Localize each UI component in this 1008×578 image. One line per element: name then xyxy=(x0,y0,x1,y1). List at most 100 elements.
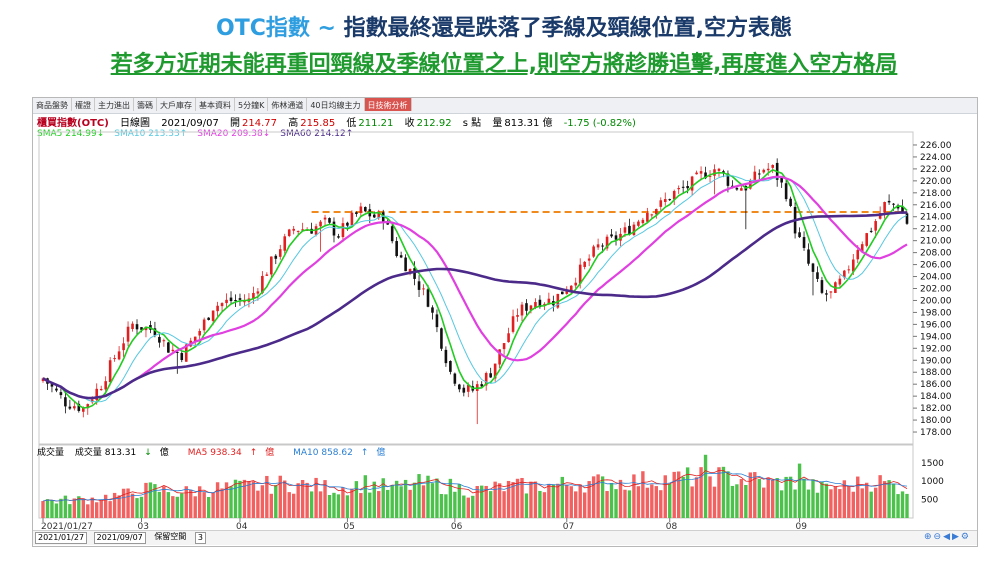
zoom-out-icon[interactable]: ⊖ xyxy=(933,532,944,542)
volume-bar xyxy=(838,489,842,518)
candle-body xyxy=(829,291,833,293)
scroll-left-icon[interactable]: ◀ xyxy=(943,532,952,542)
tab-6[interactable]: 5分鐘K xyxy=(235,98,269,111)
tab-0[interactable]: 商品盤勢 xyxy=(33,98,72,111)
candle-body xyxy=(90,399,94,403)
candle-body xyxy=(502,343,506,350)
volume-bar xyxy=(766,477,770,518)
volume-bar xyxy=(403,479,408,518)
candle-body xyxy=(614,235,618,240)
y-tick-label: 180.00 xyxy=(920,416,952,426)
candle-body xyxy=(802,237,806,248)
volume-bar xyxy=(341,487,345,518)
high-label: 高 xyxy=(288,118,299,129)
volume-bar xyxy=(189,489,193,518)
reserve-space-button[interactable]: 保留空間 xyxy=(154,532,187,541)
volume-bar xyxy=(497,483,502,518)
candle-body xyxy=(489,373,492,378)
volume-bar xyxy=(542,492,547,518)
open-label: 開 xyxy=(230,118,241,129)
zoom-in-icon[interactable]: ⊕ xyxy=(923,532,934,542)
volume-bar xyxy=(860,488,864,518)
candle-body xyxy=(256,291,260,294)
candle-body xyxy=(825,293,828,295)
volume-bar xyxy=(435,478,439,518)
volume-bar xyxy=(72,498,77,518)
volume-bar xyxy=(556,483,560,518)
candle-body xyxy=(851,259,855,272)
volume-bar xyxy=(157,491,162,518)
volume-bar xyxy=(596,474,600,518)
volume-ma5-value: MA5 938.34 xyxy=(187,448,242,458)
candle-body xyxy=(153,328,157,336)
volume-bar xyxy=(274,485,278,518)
tab-bar: 商品盤勢 權證 主力進出 籌碼 大戶庫存 基本資料 5分鐘K 佈林通道 40日均線主力 日技術分析 xyxy=(33,98,977,114)
quote-info-bar: 櫃買指數(OTC) 日線圖 2021/09/07 開 214.77 高 215.85… xyxy=(37,114,644,129)
candle-body xyxy=(328,218,331,223)
candle-body xyxy=(726,173,730,186)
tab-7[interactable]: 佈林通道 xyxy=(268,98,308,111)
volume-bar xyxy=(905,493,909,518)
volume-bar xyxy=(229,486,233,518)
volume-bar xyxy=(466,497,470,518)
volume-ma-line xyxy=(42,471,908,502)
volume-bar xyxy=(815,492,820,518)
candle-body xyxy=(444,349,448,364)
candle-body xyxy=(798,232,801,238)
volume-bar xyxy=(238,480,242,518)
x-tick-label: 05 xyxy=(343,522,354,530)
volume-bar xyxy=(632,474,636,518)
volume-bar xyxy=(645,487,650,518)
candle-body xyxy=(55,388,58,391)
volume-bar xyxy=(515,478,520,518)
candle-body xyxy=(453,373,457,384)
end-date-field[interactable]: 2021/09/07 xyxy=(93,532,146,544)
volume-legend: 成交量 成交量 813.31 ↓ 億 MA5 938.34 ↑ 億 MA10 858.6… xyxy=(37,445,401,458)
candle-body xyxy=(713,169,716,176)
tab-1[interactable]: 權證 xyxy=(72,98,95,111)
tab-3[interactable]: 籌碼 xyxy=(134,98,157,111)
volume-bar xyxy=(873,487,878,518)
volume-bar xyxy=(668,483,672,518)
volume-bar xyxy=(699,467,703,518)
candle-body xyxy=(220,303,224,307)
candle-body xyxy=(529,305,533,311)
unit-label: s 點 xyxy=(462,118,482,129)
volume-bar xyxy=(887,480,891,518)
page-subtitle: 若多方近期未能再重回頸線及季線位置之上,則空方將趁勝追擊,再度進入空方格局 xyxy=(110,52,898,77)
y-tick-label: 182.00 xyxy=(920,404,952,414)
y-tick-label: 202.00 xyxy=(920,285,952,295)
candle-body xyxy=(811,263,815,272)
settings-icon[interactable]: ⚙ xyxy=(960,532,971,542)
reserve-space-count[interactable]: 3 xyxy=(194,532,206,544)
y-tick-label: 220.00 xyxy=(920,177,952,187)
volume-bar xyxy=(386,489,390,518)
tab-8[interactable]: 40日均線主力 xyxy=(307,98,365,111)
volume-bar xyxy=(256,490,260,518)
scroll-right-icon[interactable]: ▶ xyxy=(952,532,961,542)
candle-body xyxy=(784,183,788,200)
tab-2[interactable]: 主力進出 xyxy=(95,98,134,111)
y-tick-label: 190.00 xyxy=(920,356,952,366)
volume-bar xyxy=(582,492,587,518)
volume-bar xyxy=(359,493,363,518)
volume-bar xyxy=(502,491,506,518)
candle-body xyxy=(350,212,354,226)
candle-body xyxy=(610,234,613,237)
volume-bar xyxy=(641,471,645,518)
volume-bar xyxy=(833,486,838,518)
volume-bar xyxy=(327,494,332,518)
tab-5[interactable]: 基本資料 xyxy=(196,98,235,111)
volume-bar xyxy=(86,504,90,518)
candle-body xyxy=(113,358,116,360)
candle-body xyxy=(158,336,161,343)
tab-4[interactable]: 大戶庫存 xyxy=(157,98,196,111)
volume-bar xyxy=(126,488,130,518)
volume-bar xyxy=(869,491,873,518)
candle-body xyxy=(560,291,564,295)
volume-bar xyxy=(627,490,632,518)
start-date-field[interactable]: 2021/01/27 xyxy=(35,532,88,544)
y-tick-label: 210.00 xyxy=(920,237,952,247)
volume-bar xyxy=(90,497,94,518)
tab-9[interactable]: 日技術分析 xyxy=(364,98,412,111)
